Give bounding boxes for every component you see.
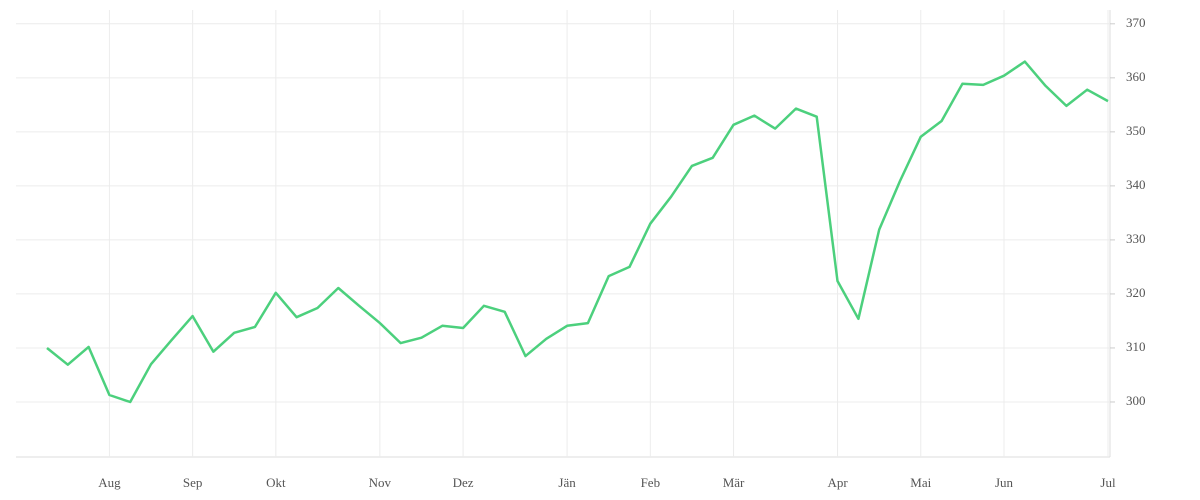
y-tick-label: 330 (1126, 231, 1146, 246)
y-tick-label: 340 (1126, 177, 1146, 192)
x-tick-label: Jän (558, 475, 576, 490)
x-tick-label: Apr (827, 475, 848, 490)
x-tick-label: Aug (98, 475, 121, 490)
y-tick-label: 350 (1126, 123, 1146, 138)
y-tick-label: 310 (1126, 339, 1146, 354)
x-tick-label: Jun (995, 475, 1014, 490)
x-tick-label: Mai (910, 475, 931, 490)
x-tick-label: Nov (369, 475, 392, 490)
y-tick-label: 320 (1126, 285, 1146, 300)
x-tick-label: Dez (453, 475, 474, 490)
y-tick-label: 300 (1126, 393, 1146, 408)
x-tick-label: Feb (641, 475, 661, 490)
data-line (46, 60, 1109, 404)
y-tick-label: 360 (1126, 69, 1146, 84)
x-tick-label: Okt (266, 475, 286, 490)
x-tick-label: Jul (1100, 475, 1116, 490)
x-tick-label: Mär (723, 475, 745, 490)
x-tick-label: Sep (183, 475, 203, 490)
y-tick-label: 370 (1126, 15, 1146, 30)
